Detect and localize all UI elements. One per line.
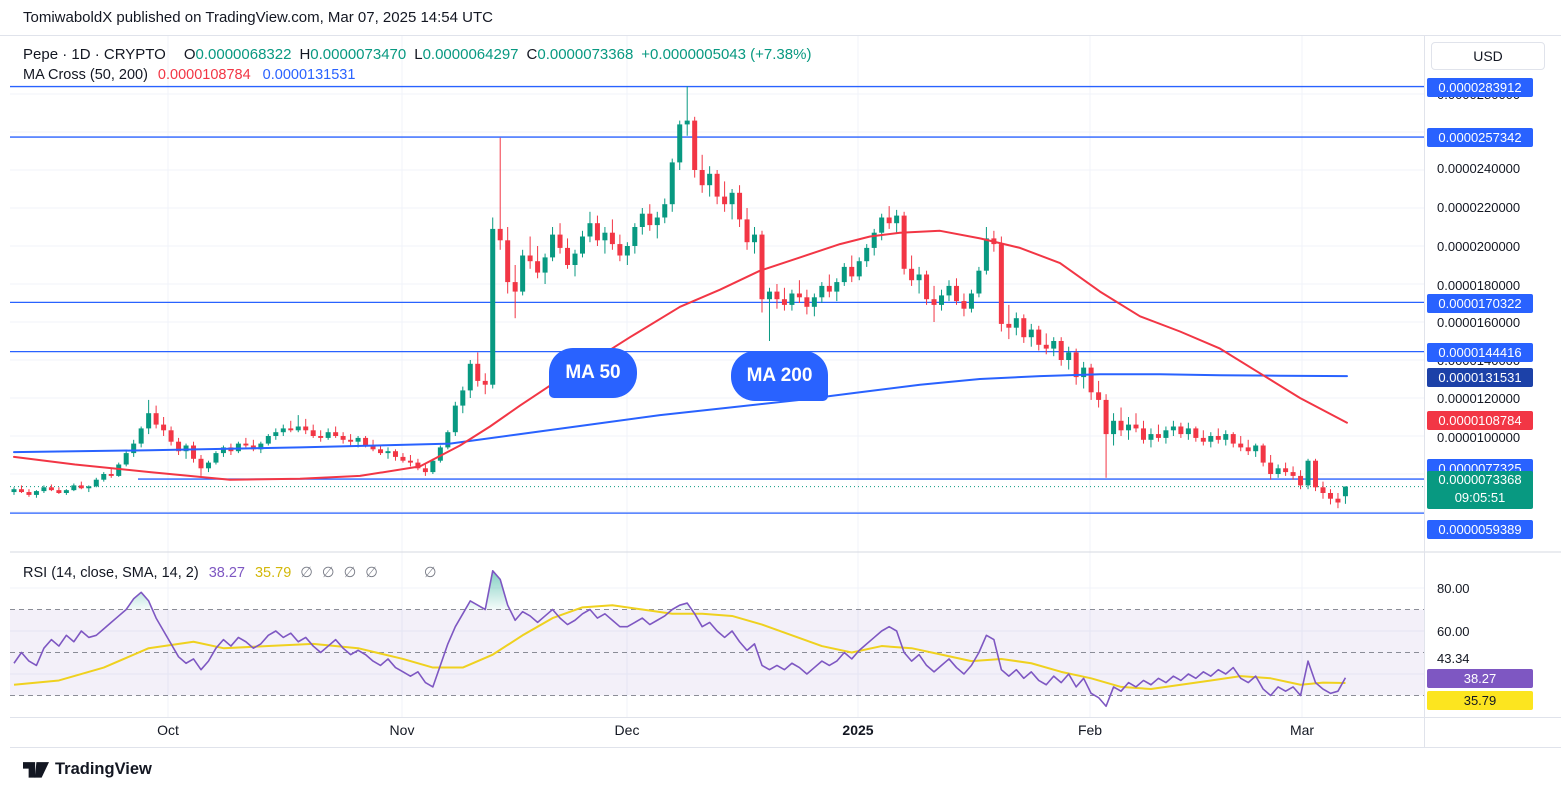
tradingview-glyph-icon [23, 762, 49, 778]
rsi-null-value: ∅ [300, 565, 313, 581]
ma200-callout[interactable]: MA 200 [731, 351, 828, 401]
axis-label-0.0000108784: 0.0000108784 [1427, 410, 1533, 430]
axis-label-0.0000257342: 0.0000257342 [1427, 127, 1533, 147]
currency-toggle-button[interactable]: USD [1431, 42, 1545, 70]
symbol-legend[interactable]: Pepe · 1D · CRYPTO O0.0000068322 H0.000007… [23, 46, 811, 63]
time-label-nov: Nov [389, 722, 415, 738]
ohlc-value: 0.0000068322 [195, 46, 292, 63]
last-price-label: 0.0000073368 [1438, 472, 1522, 487]
time-label-oct: Oct [157, 722, 179, 738]
axis-label-0.0000059389: 0.0000059389 [1427, 519, 1533, 539]
axis-label-0.0000160000: 0.0000160000 [1437, 314, 1521, 330]
axis-label-0.0000144416: 0.0000144416 [1427, 342, 1533, 362]
axis-label-0.0000220000: 0.0000220000 [1437, 199, 1521, 215]
ma50-value: 0.0000108784 [157, 67, 251, 83]
axis-label-43.34: 43.34 [1437, 650, 1470, 666]
rsi-null-value: ∅ [321, 565, 335, 581]
axis-label-0.0000170322: 0.0000170322 [1427, 293, 1533, 313]
ohlc-values: O0.0000068322 H0.0000073470 L0.0000064297 C… [176, 46, 633, 63]
axis-label-0.0000120000: 0.0000120000 [1437, 390, 1521, 406]
axis-label-38.27: 38.27 [1427, 668, 1533, 688]
axis-label-0.0000180000: 0.0000180000 [1437, 277, 1521, 293]
symbol-title[interactable]: Pepe · 1D · CRYPTO [23, 46, 166, 63]
ohlc-value: 0.0000064297 [422, 46, 519, 63]
rsi-legend[interactable]: RSI (14, close, SMA, 14, 2) 38.27 35.79 ∅ ∅ ∅… [23, 565, 436, 581]
ma-cross-legend[interactable]: MA Cross (50, 200) 0.0000108784 0.00001315… [23, 67, 355, 83]
bar-countdown: 09:05:51 [1454, 490, 1506, 505]
rsi-null-value: ∅ [365, 565, 378, 581]
axis-label-60.00: 60.00 [1437, 623, 1470, 639]
ohlc-value: 0.0000073470 [310, 46, 407, 63]
rsi-null-extra: ∅ [423, 565, 437, 581]
tradingview-logo[interactable]: TradingView [23, 758, 152, 780]
rsi-legend-label: RSI (14, close, SMA, 14, 2) [23, 565, 199, 581]
ma50-callout[interactable]: MA 50 [549, 348, 637, 398]
change-value: +0.0000005043 (+7.38%) [641, 46, 812, 63]
axis-label-0.0000073368: 0.0000073368 09:05:51 [1427, 471, 1533, 509]
axis-label-0.0000283912: 0.0000283912 [1427, 77, 1533, 97]
ma200-value: 0.0000131531 [262, 67, 356, 83]
ohlc-value: 0.0000073368 [537, 46, 634, 63]
time-label-dec: Dec [614, 722, 640, 738]
axis-label-0.0000200000: 0.0000200000 [1437, 238, 1521, 254]
time-label-mar: Mar [1289, 722, 1315, 738]
ohlc-key: H [299, 46, 311, 63]
rsi-value: 38.27 [208, 565, 245, 581]
ohlc-key: C [526, 46, 538, 63]
time-label-feb: Feb [1077, 722, 1103, 738]
ohlc-key: O [183, 46, 196, 63]
rsi-sma-value: 35.79 [254, 565, 292, 581]
axis-label-80.00: 80.00 [1437, 580, 1470, 596]
publish-header: TomiwaboldX published on TradingView.com… [23, 9, 493, 26]
axis-label-0.0000240000: 0.0000240000 [1437, 160, 1521, 176]
axis-label-35.79: 35.79 [1427, 690, 1533, 710]
ohlc-key: L [414, 46, 423, 63]
ma-cross-label: MA Cross (50, 200) [23, 67, 148, 83]
axis-label-0.0000131531: 0.0000131531 [1427, 367, 1533, 387]
rsi-null-value: ∅ [343, 565, 357, 581]
axis-label-0.0000100000: 0.0000100000 [1437, 429, 1521, 445]
time-label-2025: 2025 [842, 722, 874, 738]
rsi-null-values: ∅ ∅ ∅ ∅ [291, 565, 378, 581]
tradingview-brand-text: TradingView [55, 759, 152, 778]
